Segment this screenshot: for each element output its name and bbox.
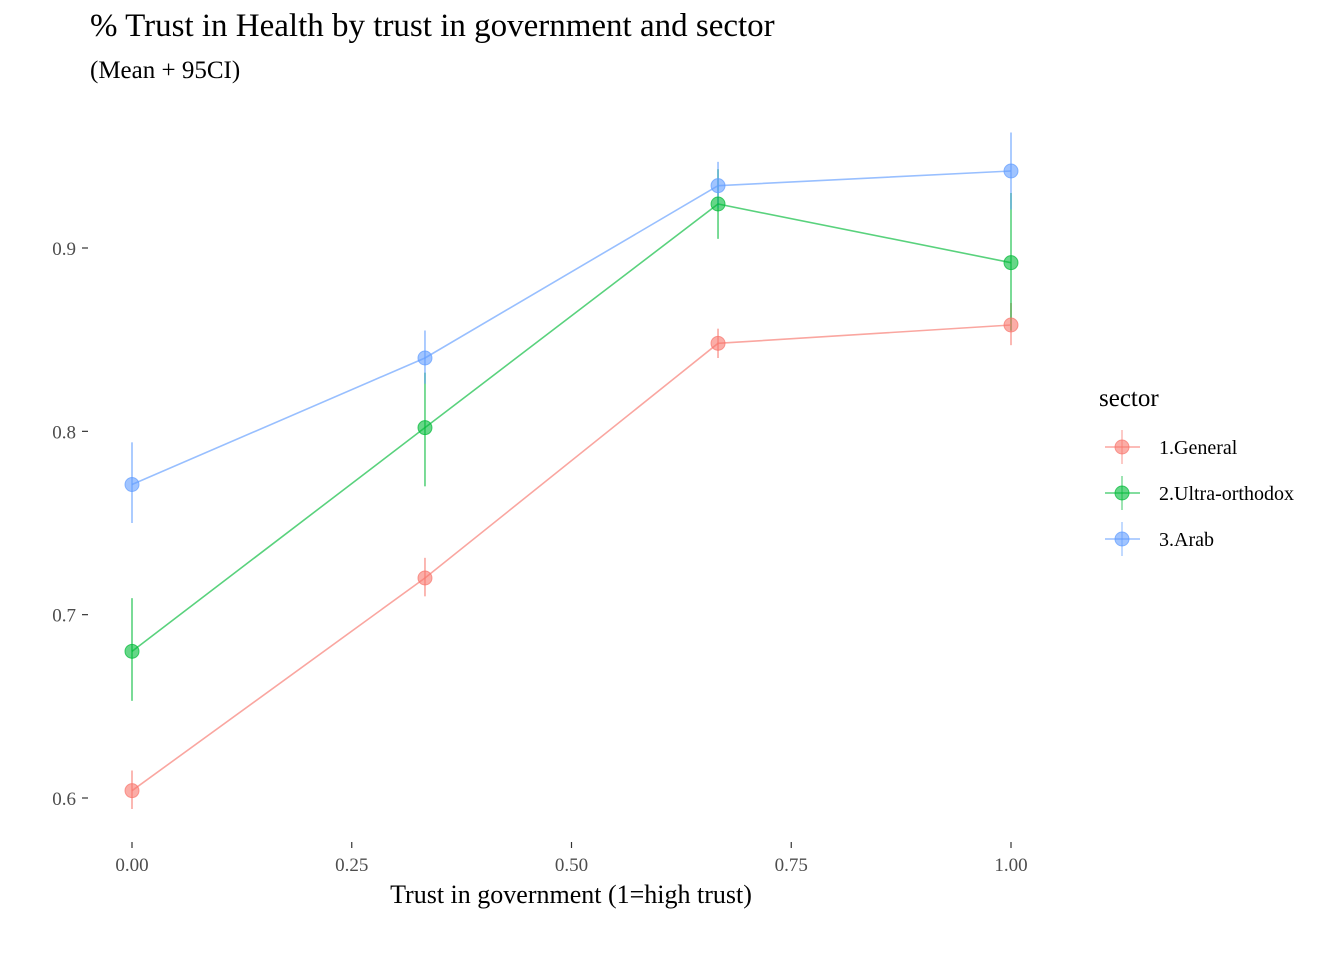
- x-tick-label: 0.50: [555, 855, 588, 876]
- series-lines: [131, 170, 1012, 792]
- x-tick-label: 1.00: [994, 855, 1027, 876]
- series-line-3: [131, 170, 1012, 486]
- legend-key: [1114, 485, 1130, 501]
- chart-title: % Trust in Health by trust in government…: [90, 8, 775, 44]
- data-point: [124, 783, 140, 799]
- series-points: [124, 163, 1019, 799]
- legend-item-2: 2.Ultra-orthodox: [1105, 476, 1294, 510]
- legend-key: [1114, 439, 1130, 455]
- series-line-1: [131, 324, 1012, 792]
- data-point: [710, 335, 726, 351]
- legend-item-1: 1.General: [1105, 430, 1238, 464]
- x-axis-title: Trust in government (1=high trust): [390, 880, 752, 909]
- data-point: [124, 477, 140, 492]
- data-point: [417, 570, 433, 586]
- y-tick-label: 0.7: [52, 606, 76, 627]
- data-point: [417, 420, 433, 436]
- data-point: [1003, 163, 1019, 179]
- data-point: [710, 178, 726, 194]
- data-point: [1003, 255, 1019, 271]
- data-point: [124, 643, 140, 659]
- data-point: [710, 196, 726, 212]
- legend-title: sector: [1099, 385, 1159, 412]
- chart-subtitle: (Mean + 95CI): [90, 57, 241, 84]
- legend-key: [1114, 531, 1130, 547]
- x-tick-label: 0.00: [115, 855, 148, 876]
- y-tick-label: 0.6: [52, 789, 76, 810]
- y-tick-label: 0.9: [52, 239, 76, 260]
- data-point: [1003, 317, 1019, 333]
- series-line-2: [131, 203, 1012, 652]
- legend-label: 1.General: [1159, 437, 1238, 459]
- error-bars: [131, 132, 1012, 809]
- x-axis: 0.00 0.25 0.50 0.75 1.00: [115, 842, 1028, 876]
- data-point: [417, 350, 433, 366]
- legend-label: 2.Ultra-orthodox: [1159, 483, 1294, 505]
- legend-label: 3.Arab: [1159, 529, 1214, 551]
- x-tick-label: 0.25: [335, 855, 368, 876]
- y-axis: 0.6 0.7 0.8 0.9: [52, 239, 88, 810]
- y-tick-label: 0.8: [52, 422, 76, 443]
- legend: sector 1.General 2.Ultra-orthodox 3.Arab: [1099, 385, 1294, 556]
- x-tick-label: 0.75: [775, 855, 808, 876]
- legend-item-3: 3.Arab: [1105, 522, 1214, 556]
